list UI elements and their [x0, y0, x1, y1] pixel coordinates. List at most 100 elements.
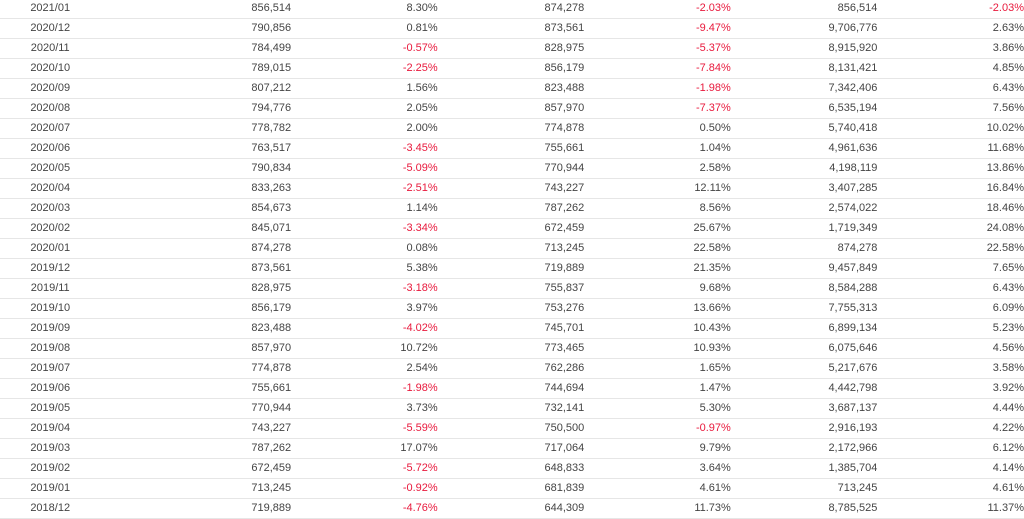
cumulative-change-cell: -2.03%: [877, 0, 1024, 19]
table-row: 2020/01 874,278 0.08% 713,245 22.58% 874,278 2…: [0, 238, 1024, 259]
cumulative-change-cell: 11.37%: [877, 498, 1024, 519]
table-row: 2020/10 789,015 -2.25% 856,179 -7.84% 8,131,4…: [0, 58, 1024, 79]
change-a-cell: -0.92%: [291, 478, 438, 499]
cumulative-change-cell: 4.14%: [877, 458, 1024, 479]
cumulative-change-cell: 4.22%: [877, 418, 1024, 439]
change-b-cell: 0.50%: [584, 118, 731, 139]
month-cell: 2019/11: [0, 278, 101, 299]
month-cell: 2019/01: [0, 478, 101, 499]
change-a-cell: 0.81%: [291, 18, 438, 39]
cumulative-cell: 874,278: [730, 238, 878, 259]
change-b-cell: 11.73%: [584, 498, 731, 519]
table-row: 2019/01 713,245 -0.92% 681,839 4.61% 713,245 4…: [0, 478, 1024, 499]
table-row: 2020/06 763,517 -3.45% 755,661 1.04% 4,961,63…: [0, 138, 1024, 159]
value-a-cell: 763,517: [100, 138, 292, 159]
cumulative-cell: 2,916,193: [730, 418, 878, 439]
month-cell: 2019/08: [0, 338, 101, 359]
month-cell: 2019/10: [0, 298, 101, 319]
value-a-cell: 856,179: [100, 298, 292, 319]
cumulative-cell: 713,245: [730, 478, 878, 499]
value-b-cell: 732,141: [437, 398, 585, 419]
table-row: 2020/02 845,071 -3.34% 672,459 25.67% 1,719,3…: [0, 218, 1024, 239]
change-a-cell: 2.00%: [291, 118, 438, 139]
month-cell: 2020/09: [0, 78, 101, 99]
change-b-cell: 2.58%: [584, 158, 731, 179]
value-a-cell: 784,499: [100, 38, 292, 59]
change-b-cell: 9.68%: [584, 278, 731, 299]
cumulative-change-cell: 6.43%: [877, 78, 1024, 99]
change-a-cell: 5.38%: [291, 258, 438, 279]
value-b-cell: 856,179: [437, 58, 585, 79]
value-b-cell: 745,701: [437, 318, 585, 339]
month-cell: 2019/06: [0, 378, 101, 399]
cumulative-cell: 6,535,194: [730, 98, 878, 119]
value-a-cell: 833,263: [100, 178, 292, 199]
month-cell: 2021/01: [0, 0, 101, 19]
cumulative-cell: 1,385,704: [730, 458, 878, 479]
month-cell: 2020/07: [0, 118, 101, 139]
value-b-cell: 719,889: [437, 258, 585, 279]
change-a-cell: 10.72%: [291, 338, 438, 359]
cumulative-change-cell: 18.46%: [877, 198, 1024, 219]
value-b-cell: 753,276: [437, 298, 585, 319]
change-a-cell: 1.14%: [291, 198, 438, 219]
month-cell: 2020/01: [0, 238, 101, 259]
table-row: 2020/03 854,673 1.14% 787,262 8.56% 2,574,022…: [0, 198, 1024, 219]
cumulative-change-cell: 2.63%: [877, 18, 1024, 39]
value-a-cell: 856,514: [100, 0, 292, 19]
value-b-cell: 770,944: [437, 158, 585, 179]
change-b-cell: 12.11%: [584, 178, 731, 199]
change-a-cell: -2.25%: [291, 58, 438, 79]
month-cell: 2019/12: [0, 258, 101, 279]
table-row: 2020/11 784,499 -0.57% 828,975 -5.37% 8,915,9…: [0, 38, 1024, 59]
value-a-cell: 789,015: [100, 58, 292, 79]
value-a-cell: 828,975: [100, 278, 292, 299]
value-b-cell: 750,500: [437, 418, 585, 439]
table-row: 2019/05 770,944 3.73% 732,141 5.30% 3,687,137…: [0, 398, 1024, 419]
change-b-cell: 22.58%: [584, 238, 731, 259]
value-b-cell: 762,286: [437, 358, 585, 379]
cumulative-change-cell: 16.84%: [877, 178, 1024, 199]
month-cell: 2020/04: [0, 178, 101, 199]
value-a-cell: 794,776: [100, 98, 292, 119]
cumulative-cell: 1,719,349: [730, 218, 878, 239]
value-a-cell: 790,834: [100, 158, 292, 179]
table-row: 2020/04 833,263 -2.51% 743,227 12.11% 3,407,2…: [0, 178, 1024, 199]
cumulative-cell: 5,740,418: [730, 118, 878, 139]
table-row: 2019/08 857,970 10.72% 773,465 10.93% 6,075,6…: [0, 338, 1024, 359]
cumulative-cell: 9,706,776: [730, 18, 878, 39]
value-b-cell: 743,227: [437, 178, 585, 199]
change-a-cell: -4.02%: [291, 318, 438, 339]
change-a-cell: -5.59%: [291, 418, 438, 439]
cumulative-change-cell: 5.23%: [877, 318, 1024, 339]
month-cell: 2019/04: [0, 418, 101, 439]
cumulative-change-cell: 4.61%: [877, 478, 1024, 499]
value-a-cell: 845,071: [100, 218, 292, 239]
table-row: 2019/11 828,975 -3.18% 755,837 9.68% 8,584,28…: [0, 278, 1024, 299]
value-a-cell: 743,227: [100, 418, 292, 439]
change-b-cell: 1.47%: [584, 378, 731, 399]
value-a-cell: 713,245: [100, 478, 292, 499]
cumulative-cell: 2,172,966: [730, 438, 878, 459]
month-cell: 2019/05: [0, 398, 101, 419]
value-b-cell: 787,262: [437, 198, 585, 219]
value-a-cell: 823,488: [100, 318, 292, 339]
change-a-cell: -3.34%: [291, 218, 438, 239]
value-b-cell: 828,975: [437, 38, 585, 59]
cumulative-change-cell: 22.58%: [877, 238, 1024, 259]
cumulative-change-cell: 7.65%: [877, 258, 1024, 279]
value-b-cell: 873,561: [437, 18, 585, 39]
change-a-cell: -4.76%: [291, 498, 438, 519]
cumulative-change-cell: 4.85%: [877, 58, 1024, 79]
table-row: 2020/09 807,212 1.56% 823,488 -1.98% 7,342,40…: [0, 78, 1024, 99]
cumulative-change-cell: 6.12%: [877, 438, 1024, 459]
table-row: 2021/01 856,514 8.30% 874,278 -2.03% 856,514-…: [0, 0, 1024, 19]
value-b-cell: 648,833: [437, 458, 585, 479]
value-b-cell: 755,837: [437, 278, 585, 299]
change-b-cell: -9.47%: [584, 18, 731, 39]
month-cell: 2020/11: [0, 38, 101, 59]
cumulative-cell: 3,687,137: [730, 398, 878, 419]
month-cell: 2020/05: [0, 158, 101, 179]
